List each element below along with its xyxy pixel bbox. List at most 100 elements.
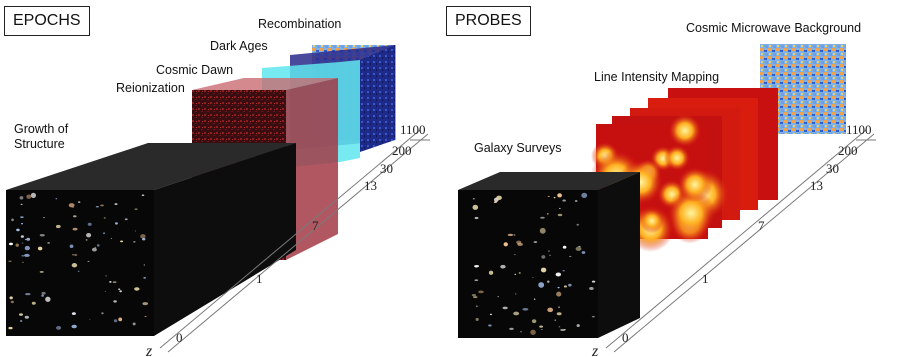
galaxy-speck — [472, 204, 479, 210]
galaxy-speck — [134, 230, 137, 232]
galaxy-speck — [533, 241, 538, 243]
galaxy-speck — [86, 233, 92, 238]
galaxy-speck — [500, 264, 506, 269]
epoch-label-cosmic-dawn: Cosmic Dawn — [156, 63, 234, 77]
galaxy-speck — [563, 328, 566, 331]
galaxy-speck — [488, 270, 494, 275]
galaxy-speck — [513, 234, 516, 236]
lim-hotspot — [663, 144, 691, 172]
galaxy-field-right — [471, 192, 596, 335]
left-tick-7: 7 — [312, 218, 319, 233]
galaxy-speck — [591, 315, 595, 318]
galaxy-speck — [8, 242, 13, 246]
galaxy-speck — [474, 279, 479, 281]
left-tick-0: 0 — [176, 330, 183, 345]
galaxy-speck — [15, 243, 19, 247]
galaxy-speck — [591, 280, 596, 283]
galaxy-speck — [557, 213, 563, 217]
galaxy-speck — [101, 312, 104, 315]
galaxy-speck — [547, 307, 554, 313]
galaxy-speck — [540, 216, 545, 219]
growth-box-top-face — [6, 143, 296, 190]
galaxy-speck — [110, 238, 113, 239]
galaxy-speck — [73, 312, 76, 314]
galaxy-speck — [120, 240, 124, 243]
galaxy-speck — [114, 203, 118, 205]
galaxy-speck — [558, 306, 560, 309]
right-axis-name: z — [591, 343, 599, 357]
galaxy-speck — [20, 203, 23, 205]
galaxy-speck — [104, 290, 107, 292]
galaxy-speck — [513, 254, 516, 256]
galaxy-speck — [68, 203, 75, 208]
right-tick-1100: 1100 — [846, 122, 872, 137]
galaxy-speck — [533, 298, 536, 300]
galaxy-speck — [532, 277, 534, 279]
epochs-title: EPOCHS — [4, 6, 90, 36]
epoch-label-dark-ages: Dark Ages — [210, 39, 268, 53]
galaxy-speck — [475, 317, 479, 321]
galaxy-speck — [77, 270, 80, 272]
galaxy-speck — [471, 294, 477, 297]
galaxy-speck — [43, 217, 45, 219]
galaxy-speck — [87, 222, 92, 226]
galaxy-speck — [575, 246, 582, 251]
right-tick-30: 30 — [826, 161, 839, 176]
galaxy-speck — [134, 287, 140, 291]
galaxy-speck — [474, 216, 479, 220]
epoch-label-recombination: Recombination — [258, 17, 342, 31]
left-tick-13: 13 — [364, 178, 377, 193]
galaxy-speck — [103, 217, 106, 219]
reionization-box-top — [192, 78, 338, 90]
galaxy-speck — [72, 227, 78, 231]
galaxy-speck — [112, 281, 117, 283]
galaxy-speck — [10, 300, 14, 304]
galaxy-speck — [541, 255, 546, 259]
galaxy-speck — [21, 222, 23, 225]
galaxy-speck — [569, 255, 572, 258]
galaxy-speck — [546, 213, 549, 215]
galaxy-speck — [24, 315, 30, 319]
galaxy-speck — [77, 201, 81, 203]
galaxy-speck — [539, 227, 546, 234]
galaxy-speck — [589, 287, 594, 290]
galaxy-speck — [549, 254, 551, 256]
galaxy-speck — [562, 245, 567, 249]
galaxy-speck — [581, 251, 586, 254]
galaxy-speck — [18, 313, 24, 316]
galaxy-speck — [507, 233, 514, 237]
survey-box-side — [598, 172, 640, 338]
galaxy-speck — [475, 305, 478, 308]
reionization-box-side — [286, 78, 338, 260]
galaxy-speck — [134, 208, 138, 211]
galaxy-speck — [24, 239, 27, 241]
galaxy-speck — [522, 308, 529, 311]
dark-ages-face — [360, 45, 395, 152]
galaxy-speck — [45, 296, 51, 302]
galaxy-speck — [515, 293, 517, 295]
galaxy-speck — [556, 312, 562, 316]
galaxy-speck — [71, 254, 75, 256]
galaxy-speck — [578, 245, 581, 247]
galaxy-speck — [124, 218, 128, 221]
galaxy-speck — [119, 290, 122, 293]
galaxy-speck — [132, 322, 136, 326]
galaxy-speck — [115, 222, 118, 225]
galaxy-speck — [71, 263, 78, 268]
galaxy-speck — [555, 272, 562, 277]
left-axis-name: z — [145, 343, 153, 357]
galaxy-speck — [118, 317, 123, 322]
galaxy-speck — [95, 206, 99, 208]
galaxy-speck — [113, 300, 117, 303]
galaxy-speck — [71, 324, 77, 329]
galaxy-speck — [69, 244, 74, 249]
survey-box-top — [458, 172, 640, 190]
galaxy-speck — [556, 291, 562, 297]
galaxy-speck — [74, 254, 78, 256]
lim-hotspot — [639, 208, 665, 234]
galaxy-speck — [520, 331, 522, 333]
left-tick-30: 30 — [380, 161, 393, 176]
right-tick-13: 13 — [810, 178, 823, 193]
